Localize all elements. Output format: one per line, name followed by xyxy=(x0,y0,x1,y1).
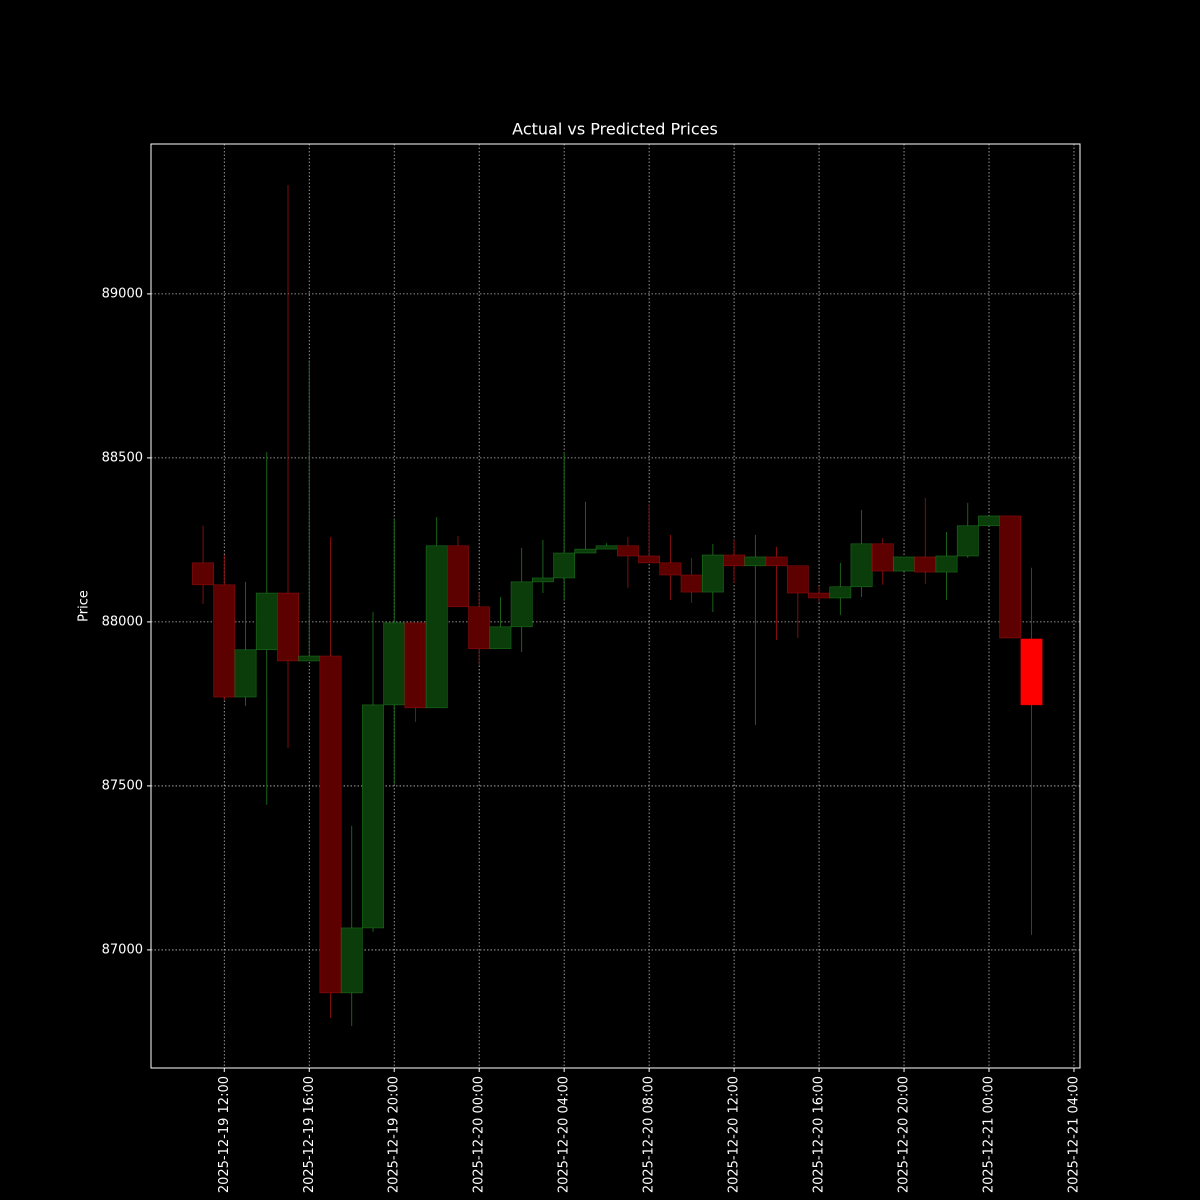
x-tick-label: 2025-12-21 04:00 xyxy=(1066,1076,1081,1193)
candle-body xyxy=(319,655,342,994)
candle-body xyxy=(595,545,618,550)
x-tick-label: 2025-12-20 00:00 xyxy=(472,1076,487,1193)
candle-body xyxy=(532,577,554,583)
candle-body xyxy=(277,592,299,662)
y-tick-label: 87500 xyxy=(102,778,143,793)
candle-body xyxy=(701,554,724,593)
x-tick-label: 2025-12-20 20:00 xyxy=(897,1076,912,1193)
chart-title: Actual vs Predicted Prices xyxy=(512,120,718,139)
candle-body xyxy=(425,545,448,709)
candle-body xyxy=(617,545,639,557)
y-tick-label: 88000 xyxy=(102,614,143,629)
x-tick-label: 2025-12-19 16:00 xyxy=(302,1076,317,1193)
candle-body xyxy=(850,543,873,588)
y-tick-label: 88500 xyxy=(102,450,143,465)
y-tick-label: 87000 xyxy=(102,942,143,957)
candle-body xyxy=(340,927,363,994)
candle-body xyxy=(744,556,767,567)
plot-frame xyxy=(150,143,1081,1069)
candle-body xyxy=(362,704,384,929)
candle-body xyxy=(999,515,1022,639)
candle-body xyxy=(553,552,576,579)
candle-body xyxy=(383,622,406,706)
candle-body xyxy=(723,554,745,567)
candle-body xyxy=(659,562,682,576)
candle-body xyxy=(468,606,491,650)
candle-body xyxy=(255,592,278,651)
x-tick-label: 2025-12-20 12:00 xyxy=(727,1076,742,1193)
candle-body xyxy=(234,649,257,698)
candle-body xyxy=(574,548,597,554)
x-tick-label: 2025-12-19 12:00 xyxy=(217,1076,232,1193)
candle-body xyxy=(935,555,958,573)
x-tick-label: 2025-12-19 20:00 xyxy=(387,1076,402,1193)
candle-body xyxy=(808,592,830,599)
x-tick-label: 2025-12-20 04:00 xyxy=(557,1076,572,1193)
x-tick-label: 2025-12-21 00:00 xyxy=(982,1076,997,1193)
candle-body xyxy=(1020,638,1043,706)
x-tick-label: 2025-12-20 16:00 xyxy=(812,1076,827,1193)
y-tick-label: 89000 xyxy=(102,286,143,301)
candle-body xyxy=(829,586,852,599)
candle-body xyxy=(680,574,703,593)
x-tick-label: 2025-12-20 08:00 xyxy=(642,1076,657,1193)
y-axis-label: Price xyxy=(77,590,92,622)
candle-body xyxy=(914,556,937,573)
candle-body xyxy=(871,543,894,572)
candle-body xyxy=(786,565,809,594)
candle-body xyxy=(978,515,1000,527)
candle-body xyxy=(638,555,661,564)
candle-body xyxy=(956,525,979,557)
candle-body xyxy=(298,655,321,662)
candle-body xyxy=(893,556,915,572)
candle-body xyxy=(192,562,214,586)
candle-body xyxy=(404,622,427,709)
candle-body xyxy=(213,584,236,698)
candle-body xyxy=(447,545,469,608)
candle-body xyxy=(489,626,512,650)
candle-body xyxy=(765,556,788,567)
candle-body xyxy=(510,581,533,628)
